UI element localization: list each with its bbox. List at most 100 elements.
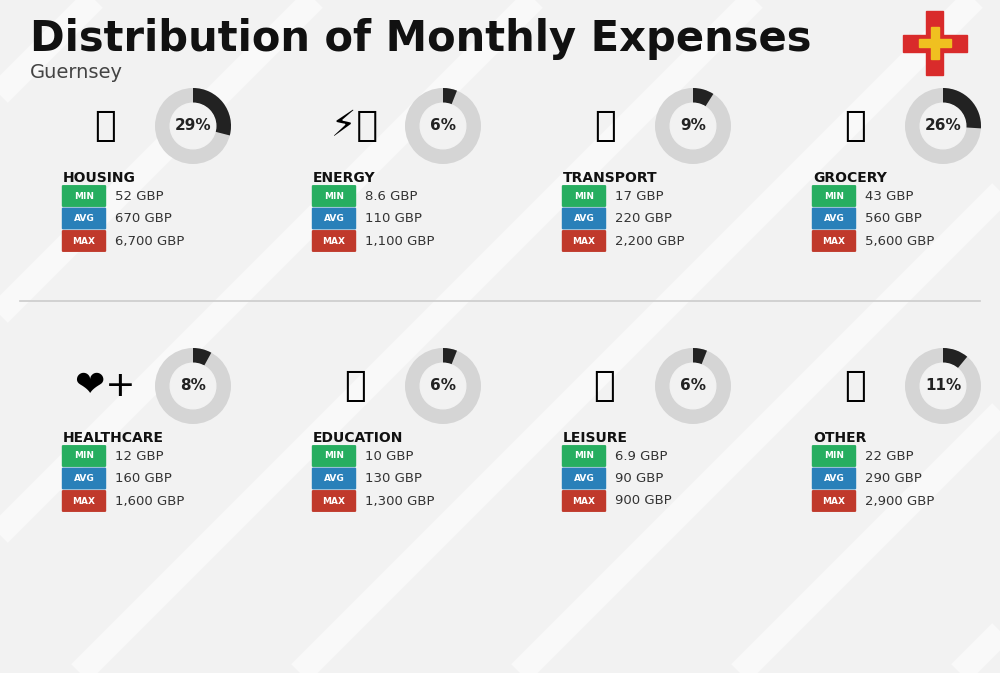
FancyBboxPatch shape [562, 445, 606, 467]
Text: HEALTHCARE: HEALTHCARE [63, 431, 164, 445]
FancyBboxPatch shape [312, 490, 356, 512]
Text: MAX: MAX [322, 497, 346, 505]
Circle shape [170, 103, 216, 149]
Circle shape [155, 88, 231, 164]
Circle shape [670, 363, 716, 409]
Wedge shape [193, 88, 231, 135]
Text: MAX: MAX [573, 236, 596, 246]
Bar [903, 34, 967, 52]
Circle shape [420, 103, 466, 149]
FancyBboxPatch shape [312, 445, 356, 467]
Circle shape [905, 88, 981, 164]
Text: 🏢: 🏢 [94, 109, 116, 143]
FancyBboxPatch shape [562, 468, 606, 489]
Text: MAX: MAX [72, 497, 95, 505]
Text: AVG: AVG [574, 214, 594, 223]
FancyBboxPatch shape [62, 490, 106, 512]
Text: MIN: MIN [574, 452, 594, 460]
Circle shape [155, 348, 231, 424]
Text: ❤️+: ❤️+ [75, 369, 135, 403]
Text: 5,600 GBP: 5,600 GBP [865, 234, 934, 248]
Wedge shape [443, 348, 457, 365]
Text: 💰: 💰 [844, 369, 866, 403]
Bar [931, 27, 939, 59]
Wedge shape [693, 348, 707, 365]
FancyBboxPatch shape [62, 230, 106, 252]
Text: ENERGY: ENERGY [313, 171, 376, 185]
Circle shape [920, 363, 966, 409]
Text: 110 GBP: 110 GBP [365, 212, 422, 225]
Text: MAX: MAX [823, 236, 846, 246]
FancyBboxPatch shape [562, 230, 606, 252]
Text: EDUCATION: EDUCATION [313, 431, 403, 445]
Text: 29%: 29% [175, 118, 211, 133]
Text: 290 GBP: 290 GBP [865, 472, 922, 485]
Text: MIN: MIN [324, 452, 344, 460]
Text: MAX: MAX [322, 236, 346, 246]
Text: TRANSPORT: TRANSPORT [563, 171, 658, 185]
FancyBboxPatch shape [62, 445, 106, 467]
Text: MIN: MIN [824, 452, 844, 460]
Text: 6%: 6% [680, 378, 706, 394]
Text: 670 GBP: 670 GBP [115, 212, 172, 225]
Text: 12 GBP: 12 GBP [115, 450, 164, 462]
Wedge shape [943, 88, 981, 129]
Text: 11%: 11% [925, 378, 961, 394]
Circle shape [920, 103, 966, 149]
Text: MIN: MIN [574, 192, 594, 201]
Text: 22 GBP: 22 GBP [865, 450, 914, 462]
FancyBboxPatch shape [562, 490, 606, 512]
Text: MIN: MIN [74, 192, 94, 201]
Text: 1,300 GBP: 1,300 GBP [365, 495, 434, 507]
Bar [919, 39, 951, 47]
Text: 🚌: 🚌 [594, 109, 616, 143]
Circle shape [670, 103, 716, 149]
Text: 1,100 GBP: 1,100 GBP [365, 234, 434, 248]
Text: OTHER: OTHER [813, 431, 866, 445]
FancyBboxPatch shape [62, 185, 106, 207]
Text: 🛍️: 🛍️ [594, 369, 616, 403]
Text: 6%: 6% [430, 118, 456, 133]
Text: 130 GBP: 130 GBP [365, 472, 422, 485]
FancyBboxPatch shape [562, 185, 606, 207]
FancyBboxPatch shape [312, 230, 356, 252]
FancyBboxPatch shape [62, 207, 106, 229]
Circle shape [905, 348, 981, 424]
Text: 220 GBP: 220 GBP [615, 212, 672, 225]
Circle shape [655, 88, 731, 164]
Text: 26%: 26% [925, 118, 961, 133]
FancyBboxPatch shape [812, 445, 856, 467]
FancyBboxPatch shape [312, 207, 356, 229]
Text: GROCERY: GROCERY [813, 171, 887, 185]
Text: AVG: AVG [74, 214, 94, 223]
FancyBboxPatch shape [62, 468, 106, 489]
Text: 560 GBP: 560 GBP [865, 212, 922, 225]
Circle shape [405, 348, 481, 424]
Text: 2,900 GBP: 2,900 GBP [865, 495, 934, 507]
Text: AVG: AVG [324, 474, 344, 483]
FancyBboxPatch shape [812, 490, 856, 512]
FancyBboxPatch shape [812, 185, 856, 207]
Text: MAX: MAX [72, 236, 95, 246]
Circle shape [655, 348, 731, 424]
Text: 🎓: 🎓 [344, 369, 366, 403]
Text: MIN: MIN [74, 452, 94, 460]
Text: AVG: AVG [74, 474, 94, 483]
FancyBboxPatch shape [812, 207, 856, 229]
Text: LEISURE: LEISURE [563, 431, 628, 445]
Wedge shape [693, 88, 713, 107]
Text: AVG: AVG [324, 214, 344, 223]
Text: 6,700 GBP: 6,700 GBP [115, 234, 184, 248]
Text: AVG: AVG [574, 474, 594, 483]
Circle shape [170, 363, 216, 409]
Text: 10 GBP: 10 GBP [365, 450, 414, 462]
Text: MIN: MIN [824, 192, 844, 201]
Text: 160 GBP: 160 GBP [115, 472, 172, 485]
FancyBboxPatch shape [562, 207, 606, 229]
FancyBboxPatch shape [812, 230, 856, 252]
Text: MAX: MAX [823, 497, 846, 505]
Text: 1,600 GBP: 1,600 GBP [115, 495, 184, 507]
Text: 900 GBP: 900 GBP [615, 495, 672, 507]
Text: 17 GBP: 17 GBP [615, 190, 664, 203]
Wedge shape [193, 348, 211, 366]
